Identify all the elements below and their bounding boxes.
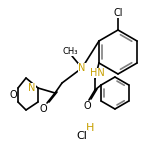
- Text: O: O: [39, 104, 47, 114]
- Text: HN: HN: [90, 68, 104, 78]
- Text: N: N: [78, 63, 86, 73]
- Text: O: O: [83, 101, 91, 111]
- Text: CH₃: CH₃: [62, 46, 78, 56]
- Text: Cl: Cl: [77, 131, 87, 141]
- Text: O: O: [9, 90, 17, 100]
- Text: H: H: [86, 123, 94, 133]
- Text: N: N: [28, 83, 36, 93]
- Text: Cl: Cl: [113, 8, 123, 18]
